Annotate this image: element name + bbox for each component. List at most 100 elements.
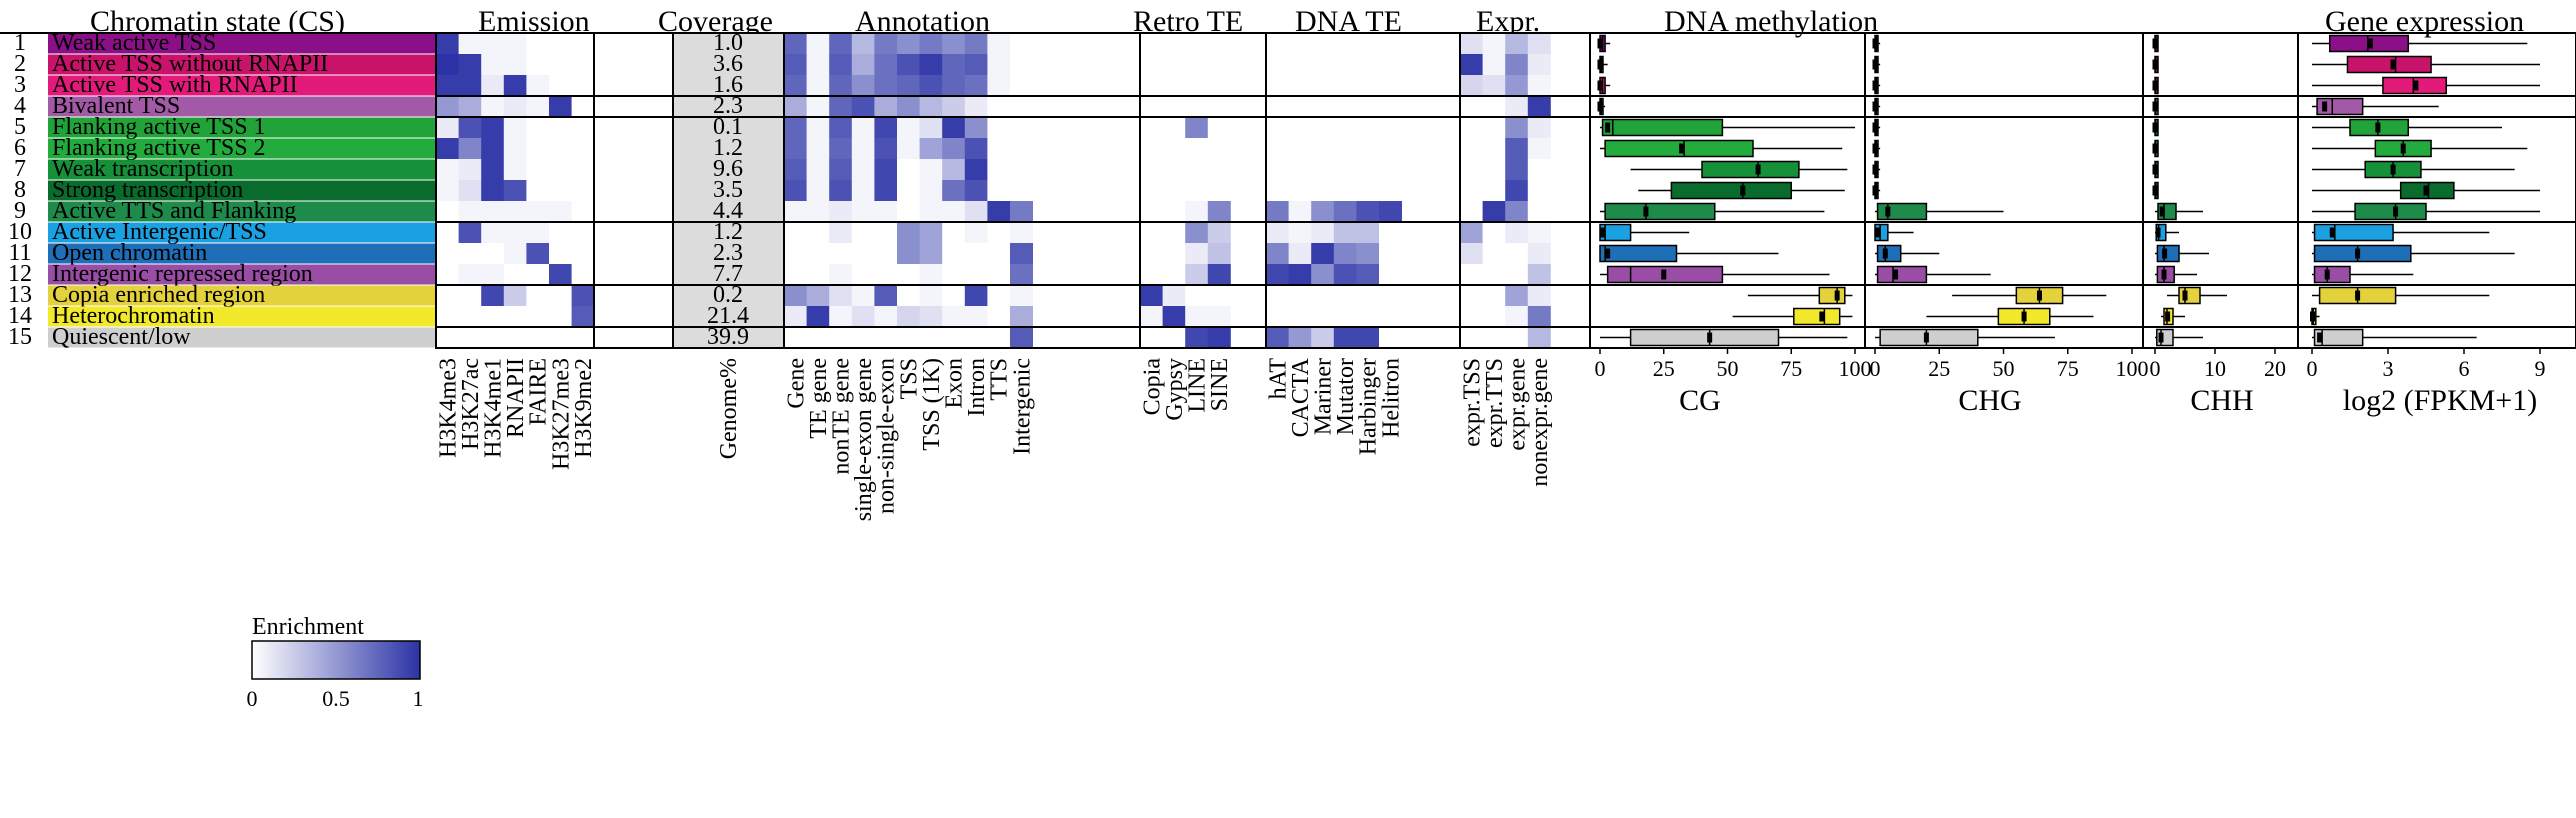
annotation-heat-cell [806,96,830,118]
chg-boxplot [1872,55,1881,74]
chg-boxplot [1926,307,2094,326]
cg-boxplot [1600,118,1855,137]
mean-marker [2355,248,2361,259]
annotation-heat-cell [806,201,830,223]
annotation-heat-cell [897,180,920,202]
legend-title: Enrichment [252,614,364,640]
emission-heat-cell [436,264,459,286]
retro-heat-cell [1140,96,1163,118]
annotation-heat-cell [987,180,1011,202]
annotation-heat-cell [829,201,853,223]
retro-heat-cell [1140,54,1163,76]
emission-heat-cell [549,54,572,76]
annotation-heat-cell [851,243,875,265]
mean-marker [2152,164,2158,175]
emission-heat-cell [481,243,505,265]
dna-heat-cell [1333,285,1357,307]
annotation-heat-cell [829,180,853,202]
annotation-heat-cell [874,243,898,265]
box [1818,286,1846,305]
emission-heat-cell [549,306,572,328]
retro-heat-cell [1140,75,1163,97]
emission-heat-cell [436,138,459,160]
dna-heat-cell [1356,264,1380,286]
retro-heat-cell [1140,222,1163,244]
expr-heat-cell [1482,285,1506,307]
annotation-heat-cell [851,117,875,139]
dna-te-column-label: Mariner [1311,358,1337,435]
annotation-heat-cell [784,138,807,160]
coverage-value: 4.4 [713,198,743,224]
box [1604,202,1716,221]
emission-heat-cell [526,306,550,328]
gene-expression-boxplot [2312,118,2502,137]
mean-marker [1679,143,1685,154]
dna-te-column-label: hAT [1265,358,1291,400]
mean-marker [1872,59,1878,70]
retro-heat-cell [1185,117,1209,139]
legend-low-label: 0 [247,686,258,711]
annotation-heat-cell [1010,96,1033,118]
box [2313,223,2394,242]
mean-marker [2021,311,2027,322]
state-color-swatch [48,264,436,285]
cg-boxplot [1732,307,1853,326]
annotation-heat-cell [1010,222,1033,244]
annotation-heat-cell [1010,201,1033,223]
annotation-heat-cell [784,180,807,202]
emission-heat-cell [458,264,482,286]
annotation-column-label: TSS [896,358,922,399]
state-row-label: 8 Strong transcription [14,177,436,203]
chh-boxplot [2152,55,2159,74]
emission-heat-cell [549,138,572,160]
emission-heat-cell [549,33,572,55]
dna-heat-cell [1311,264,1335,286]
box [2313,328,2364,347]
axis-tick-label: 75 [2057,356,2079,381]
retro-heat-cell [1140,117,1163,139]
box [1629,328,1780,347]
dna-heat-cell [1356,201,1380,223]
expr-heat-cell [1482,243,1506,265]
dna-heat-cell [1266,243,1289,265]
emission-column-label: H3K4me3 [435,358,461,458]
emission-heat-cell [549,327,572,349]
coverage-value: 0.1 [713,114,743,140]
dna-heat-cell [1311,54,1335,76]
mean-marker [2413,80,2419,91]
emission-heat-cell [436,285,459,307]
annotation-heat-cell [964,138,988,160]
box [1599,223,1632,242]
retro-heat-cell [1207,33,1231,55]
expr-heat-cell [1460,222,1483,244]
box [2313,244,2412,263]
axis-tick-label: 20 [2264,356,2286,381]
retro-heat-cell [1162,33,1186,55]
dna-heat-cell [1379,117,1402,139]
box [1876,202,1928,221]
emission-heat-cell [436,159,459,181]
annotation-heat-cell [897,75,920,97]
emission-heat-cell [526,75,550,97]
retro-heat-cell [1207,264,1231,286]
annotation-heat-cell [829,96,853,118]
state-color-swatch [48,327,436,348]
annotation-heat-cell [851,96,875,118]
expr-heat-cell [1460,201,1483,223]
axis-tick-label: 3 [2383,356,2394,381]
state-color-swatch [48,243,436,264]
annotation-heat-cell [874,327,898,349]
mean-marker [2423,185,2429,196]
annotation-heat-cell [964,306,988,328]
annotation-heat-cell [784,327,807,349]
dna-heat-cell [1379,264,1402,286]
emission-heat-cell [571,75,595,97]
annotation-heat-cell [874,285,898,307]
retro-heat-cell [1185,264,1209,286]
mean-marker [1600,227,1606,238]
annotation-heat-cell [1010,285,1033,307]
annotation-column-label: TE gene [806,358,832,439]
annotation-heat-cell [874,96,898,118]
dna-heat-cell [1288,327,1312,349]
dna-heat-cell [1333,201,1357,223]
